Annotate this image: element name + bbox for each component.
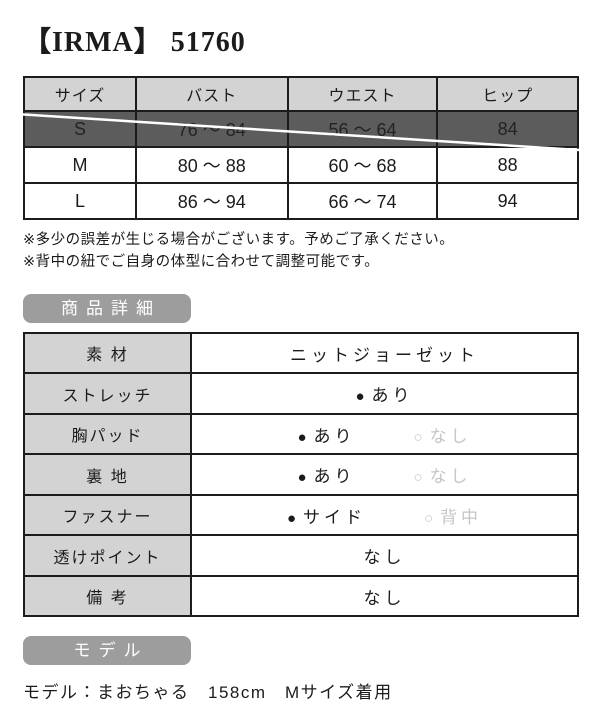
bust-col-header: バスト xyxy=(134,76,289,112)
detail-label: ストレッチ xyxy=(23,372,192,415)
note-line: ※背中の紐でご自身の体型に合わせて調整可能です。 xyxy=(23,254,380,271)
detail-label: 備 考 xyxy=(23,574,192,618)
size-table: サイズ バスト ウエスト ヒップ S 76 〜 84 56 〜 64 84 M … xyxy=(15,76,580,220)
model-info: モデル：まおちゃる 158cm Mサイズ着用 xyxy=(23,683,393,703)
hip-value: 84 xyxy=(436,110,579,148)
detail-row-zipper: ファスナー ● サイド ○ 背中 xyxy=(23,493,579,537)
bust-value: 80 〜 88 xyxy=(134,146,289,184)
detail-label: 透けポイント xyxy=(23,534,192,577)
product-details-table: 素 材 ニットジョーゼット ストレッチ ● あり 胸パッド ● あり ○ なし xyxy=(23,331,579,618)
detail-value: なし xyxy=(190,574,579,618)
filled-circle-icon: ● xyxy=(286,509,300,527)
option-label: なし xyxy=(429,426,472,446)
size-table-row-l: L 86 〜 94 66 〜 74 94 xyxy=(23,182,579,220)
hip-value: 94 xyxy=(436,182,579,220)
option-selected: ● あり xyxy=(297,462,355,487)
detail-label: ファスナー xyxy=(23,493,192,537)
filled-circle-icon: ● xyxy=(297,428,311,446)
bust-value: 86 〜 94 xyxy=(134,182,289,220)
detail-row-stretch: ストレッチ ● あり xyxy=(23,372,579,415)
waist-col-header: ウエスト xyxy=(286,76,439,112)
size-value: M xyxy=(23,146,137,184)
detail-value: なし xyxy=(190,534,579,577)
hip-value: 88 xyxy=(436,146,579,184)
option-selected: ● サイド xyxy=(287,503,366,528)
option-unselected: ○ 背中 xyxy=(424,503,482,528)
empty-circle-icon: ○ xyxy=(424,509,438,527)
detail-label: 胸パッド xyxy=(23,412,192,456)
option-label: 背中 xyxy=(440,507,483,527)
page-title: 【IRMA】 51760 xyxy=(23,27,246,58)
size-col-header: サイズ xyxy=(23,76,137,112)
option-label: あり xyxy=(313,467,356,487)
detail-row-lining: 裏 地 ● あり ○ なし xyxy=(23,453,579,496)
size-notes: ※多少の誤差が生じる場合がございます。予めご了承ください。 ※背中の紐でご自身の… xyxy=(23,229,578,274)
hip-col-header: ヒップ xyxy=(436,76,579,112)
option-unselected: ○ なし xyxy=(414,422,472,447)
product-spec-sheet: 【IRMA】 51760 サイズ バスト ウエスト ヒップ S 76 〜 84 … xyxy=(15,27,580,703)
detail-row-sheer-point: 透けポイント なし xyxy=(23,534,579,577)
detail-label: 素 材 xyxy=(23,331,192,375)
detail-row-remarks: 備 考 なし xyxy=(23,574,579,618)
note-line: ※多少の誤差が生じる場合がございます。予めご了承ください。 xyxy=(23,232,455,248)
waist-value: 60 〜 68 xyxy=(286,146,439,184)
section-heading-product-details: 商品詳細 xyxy=(23,293,191,323)
detail-value: ニットジョーゼット xyxy=(190,331,579,375)
size-value: L xyxy=(23,182,137,220)
option-label: サイド xyxy=(303,507,366,527)
detail-row-chest-pad: 胸パッド ● あり ○ なし xyxy=(23,412,579,456)
size-table-header-row: サイズ バスト ウエスト ヒップ xyxy=(23,76,579,112)
option-selected: ● あり xyxy=(297,422,355,447)
option-selected: ● あり xyxy=(355,381,413,406)
section-heading-model: モデル xyxy=(23,636,191,666)
detail-label: 裏 地 xyxy=(23,453,192,496)
size-value: S xyxy=(23,110,137,148)
waist-value: 56 〜 64 xyxy=(286,110,439,148)
size-table-row-m: M 80 〜 88 60 〜 68 88 xyxy=(23,146,579,184)
filled-circle-icon: ● xyxy=(355,388,369,406)
detail-row-material: 素 材 ニットジョーゼット xyxy=(23,331,579,375)
empty-circle-icon: ○ xyxy=(413,469,427,487)
option-label: あり xyxy=(371,386,414,406)
option-label: あり xyxy=(313,426,356,446)
option-unselected: ○ なし xyxy=(414,462,472,487)
bust-value: 76 〜 84 xyxy=(134,110,289,148)
waist-value: 66 〜 74 xyxy=(286,182,439,220)
empty-circle-icon: ○ xyxy=(413,428,427,446)
filled-circle-icon: ● xyxy=(297,469,311,487)
option-label: なし xyxy=(429,467,472,487)
size-table-row-s: S 76 〜 84 56 〜 64 84 xyxy=(23,110,579,148)
